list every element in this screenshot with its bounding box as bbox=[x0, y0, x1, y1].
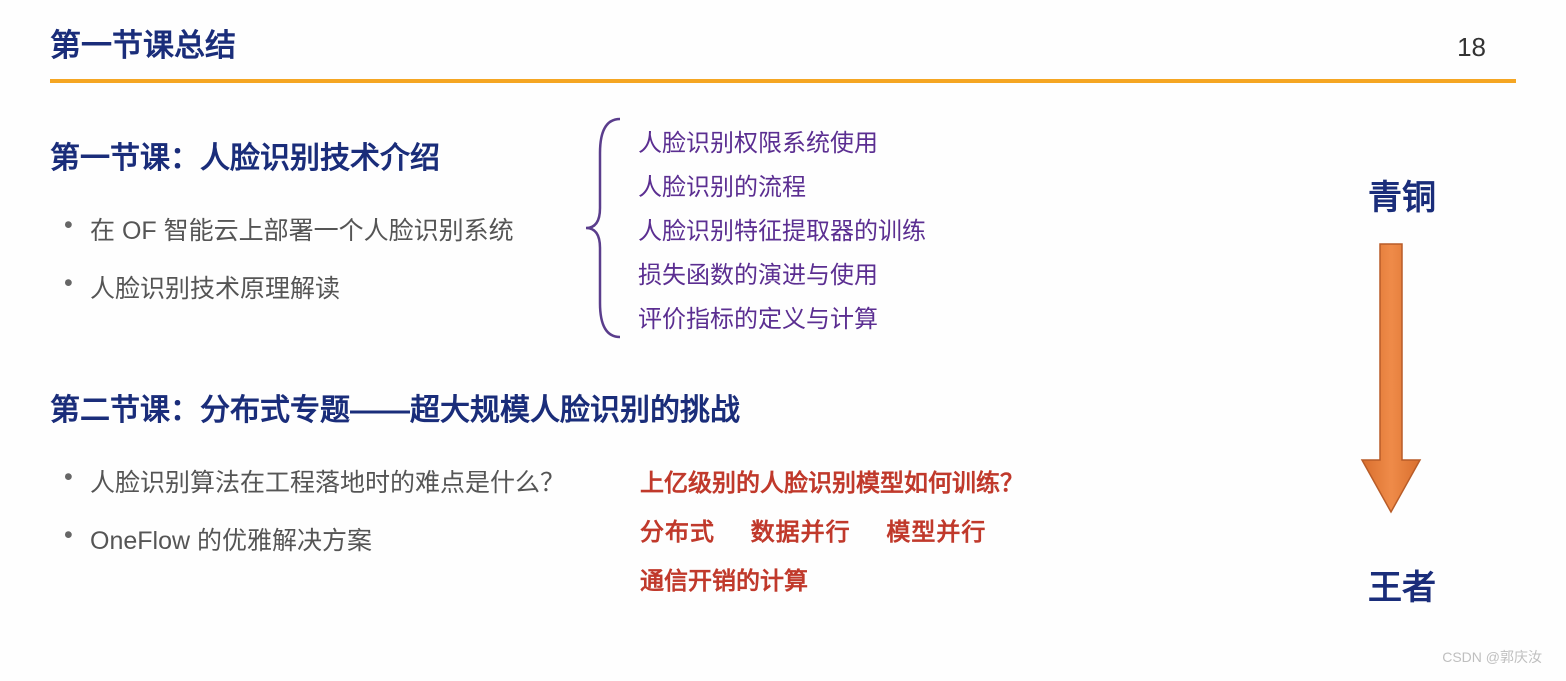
red-kw: 数据并行 bbox=[751, 519, 851, 546]
page-number: 18 bbox=[1457, 32, 1516, 63]
red-kw: 模型并行 bbox=[886, 519, 986, 546]
down-arrow-icon bbox=[1356, 240, 1426, 520]
red-line-1: 上亿级别的人脸识别模型如何训练？ bbox=[640, 463, 1024, 498]
red-highlight: 上亿级别的人脸识别模型如何训练？ 分布式 数据并行 模型并行 通信开销的计算 bbox=[640, 463, 1024, 596]
list-item: 评价指标的定义与计算 bbox=[638, 299, 926, 334]
slide-title: 第一节课总结 bbox=[50, 20, 236, 65]
red-line-2: 分布式 数据并行 模型并行 bbox=[640, 512, 1024, 547]
section2-heading: 第二节课：分布式专题——超大规模人脸识别的挑战 bbox=[50, 385, 1516, 429]
brace-items: 人脸识别权限系统使用 人脸识别的流程 人脸识别特征提取器的训练 损失函数的演进与… bbox=[626, 114, 926, 343]
red-kw: 分布式 bbox=[640, 519, 715, 546]
list-item: 人脸识别权限系统使用 bbox=[638, 123, 926, 158]
title-underline bbox=[50, 79, 1516, 83]
rank-bottom-label: 王者 bbox=[1368, 560, 1436, 609]
red-line-3: 通信开销的计算 bbox=[640, 561, 1024, 596]
watermark: CSDN @郭庆汝 bbox=[1442, 647, 1542, 667]
list-item: 损失函数的演进与使用 bbox=[638, 255, 926, 290]
curly-brace-icon bbox=[580, 113, 626, 343]
brace-group: 人脸识别权限系统使用 人脸识别的流程 人脸识别特征提取器的训练 损失函数的演进与… bbox=[580, 113, 926, 343]
rank-top-label: 青铜 bbox=[1368, 170, 1436, 219]
section-1: 第一节课：人脸识别技术介绍 在 OF 智能云上部署一个人脸识别系统 人脸识别技术… bbox=[50, 133, 1516, 305]
list-item: 人脸识别特征提取器的训练 bbox=[638, 211, 926, 246]
list-item: 人脸识别的流程 bbox=[638, 167, 926, 202]
section-2: 第二节课：分布式专题——超大规模人脸识别的挑战 人脸识别算法在工程落地时的难点是… bbox=[50, 385, 1516, 557]
